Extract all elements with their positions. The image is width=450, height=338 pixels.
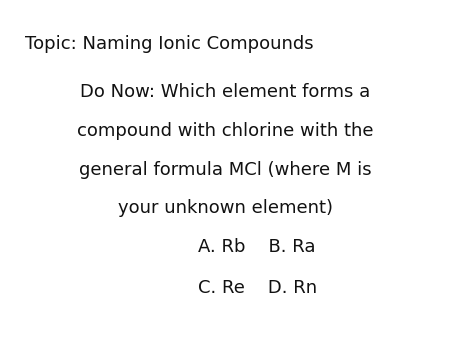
- Text: C. Re    D. Rn: C. Re D. Rn: [198, 279, 317, 297]
- Text: your unknown element): your unknown element): [117, 199, 333, 217]
- Text: A. Rb    B. Ra: A. Rb B. Ra: [198, 238, 315, 256]
- Text: compound with chlorine with the: compound with chlorine with the: [77, 122, 373, 140]
- Text: general formula MCl (where M is: general formula MCl (where M is: [79, 161, 371, 178]
- Text: Topic: Naming Ionic Compounds: Topic: Naming Ionic Compounds: [25, 35, 313, 53]
- Text: Do Now: Which element forms a: Do Now: Which element forms a: [80, 83, 370, 101]
